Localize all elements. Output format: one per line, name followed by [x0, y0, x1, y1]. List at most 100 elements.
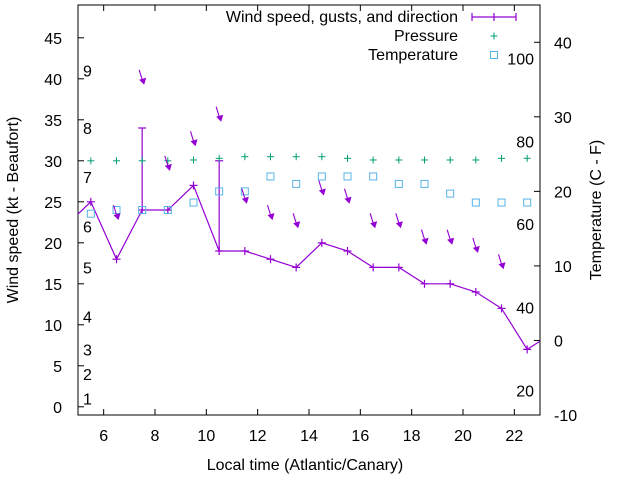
y-tick-label: 45 [44, 31, 62, 48]
temperature-point [394, 179, 403, 188]
wind-arrow [446, 229, 455, 245]
y2-tick-label: 20 [554, 184, 572, 201]
x-tick-label: 18 [403, 428, 421, 445]
x-tick-label: 16 [351, 428, 369, 445]
x-tick-label: 12 [249, 428, 267, 445]
wind-arrow-head [318, 188, 326, 196]
wind-arrow [292, 213, 301, 229]
wind-arrow [472, 237, 480, 253]
y2-tick-label: 10 [554, 259, 572, 276]
wind-arrow [215, 106, 224, 122]
legend-temperature-marker [490, 51, 498, 59]
wind-arrow-head [395, 221, 403, 229]
y2-axis-label: Temperature (C - F) [588, 140, 605, 280]
tick-labels: 6 8 10 12 14 16 18 20 22051015202530354045-10010… [44, 31, 577, 445]
beaufort-label: 6 [83, 219, 92, 236]
fahrenheit-label: 40 [516, 301, 534, 318]
wind-arrow-head [113, 213, 121, 221]
wind-arrow [241, 188, 249, 204]
y2-tick-label: -10 [554, 408, 577, 425]
temperature-point [446, 189, 455, 198]
wind-arrow-head [472, 245, 480, 253]
y-tick-label: 40 [44, 72, 62, 89]
temperature-point [523, 198, 532, 207]
y-tick-label: 20 [44, 236, 62, 253]
temperature-point [497, 198, 506, 207]
clipped-series [78, 127, 540, 354]
temperature-point [420, 179, 429, 188]
y-axis-label: Wind speed (kt - Beaufort) [5, 117, 22, 304]
temperature-point [189, 198, 198, 207]
x-tick-label: 10 [197, 428, 215, 445]
beaufort-label: 4 [83, 310, 92, 327]
y2-tick-label: 0 [554, 333, 563, 350]
wind-speed-line [78, 184, 540, 351]
y-tick-label: 5 [53, 359, 62, 376]
wind-arrow-head [267, 213, 275, 221]
wind-arrow-head [164, 163, 172, 171]
wind-arrow-head [190, 139, 198, 147]
legend-label: Wind speed, gusts, and direction [226, 9, 458, 26]
y-tick-label: 25 [44, 195, 62, 212]
temperature-point [86, 209, 95, 218]
beaufort-label: 3 [83, 342, 92, 359]
wind-arrow [112, 204, 121, 221]
y-tick-label: 0 [53, 400, 62, 417]
legend: Wind speed, gusts, and direction Pressure… [226, 9, 517, 64]
wind-arrow [369, 213, 378, 229]
x-tick-label: 8 [151, 428, 160, 445]
x-axis-label: Local time (Atlantic/Canary) [207, 457, 404, 474]
wind-arrow [318, 180, 326, 196]
y2-tick-label: 30 [554, 110, 572, 127]
x-tick-label: 6 [99, 428, 108, 445]
temperature-point [292, 179, 301, 188]
y-tick-label: 35 [44, 113, 62, 130]
temperature-point [369, 172, 378, 181]
tick-marks [78, 5, 540, 416]
y-tick-label: 15 [44, 277, 62, 294]
temperature-point [240, 187, 249, 196]
beaufort-label: 7 [83, 170, 92, 187]
fahrenheit-label: 20 [516, 383, 534, 400]
wind-arrow-head [370, 221, 378, 229]
wind-arrow-head [344, 196, 352, 204]
beaufort-label: 8 [83, 121, 92, 138]
wind-arrow [189, 131, 198, 147]
y-tick-label: 10 [44, 318, 62, 335]
x-tick-label: 20 [454, 428, 472, 445]
fahrenheit-label: 100 [507, 52, 534, 69]
wind-arrow-head [421, 237, 429, 245]
wind-direction-arrows [112, 69, 506, 270]
beaufort-label: 5 [83, 260, 92, 277]
wind-arrow [138, 69, 147, 85]
legend-label: Temperature [368, 47, 458, 64]
y-tick-label: 30 [44, 154, 62, 171]
beaufort-label: 2 [83, 367, 92, 384]
wind-arrow [497, 254, 506, 270]
temperature-point [138, 206, 147, 214]
temperature-point [471, 198, 480, 207]
temperature-point [317, 172, 326, 181]
temperature-point [163, 206, 172, 214]
fahrenheit-label: 60 [516, 217, 534, 234]
wind-arrow [395, 213, 403, 229]
beaufort-fahrenheit-labels: 1 2 3 4 5 6 7 8 9 20 40 60 80 100 [83, 52, 534, 409]
wind-arrow [343, 188, 352, 204]
series-layer [78, 127, 540, 354]
wind-arrow-head [216, 114, 224, 122]
wind-arrow [266, 204, 275, 221]
x-tick-label: 14 [300, 428, 318, 445]
temperature-point [215, 187, 224, 196]
wind-arrow-head [498, 262, 506, 270]
wind-arrow [420, 229, 429, 245]
temperature-point [343, 172, 352, 181]
x-tick-label: 22 [505, 428, 523, 445]
fahrenheit-label: 80 [516, 134, 534, 151]
wind-arrow-head [241, 196, 249, 204]
wind-arrow-head [447, 237, 455, 245]
y2-tick-label: 40 [554, 35, 572, 52]
wind-arrow-head [293, 221, 301, 229]
wind-arrow [164, 155, 172, 171]
legend-label: Pressure [394, 28, 458, 45]
